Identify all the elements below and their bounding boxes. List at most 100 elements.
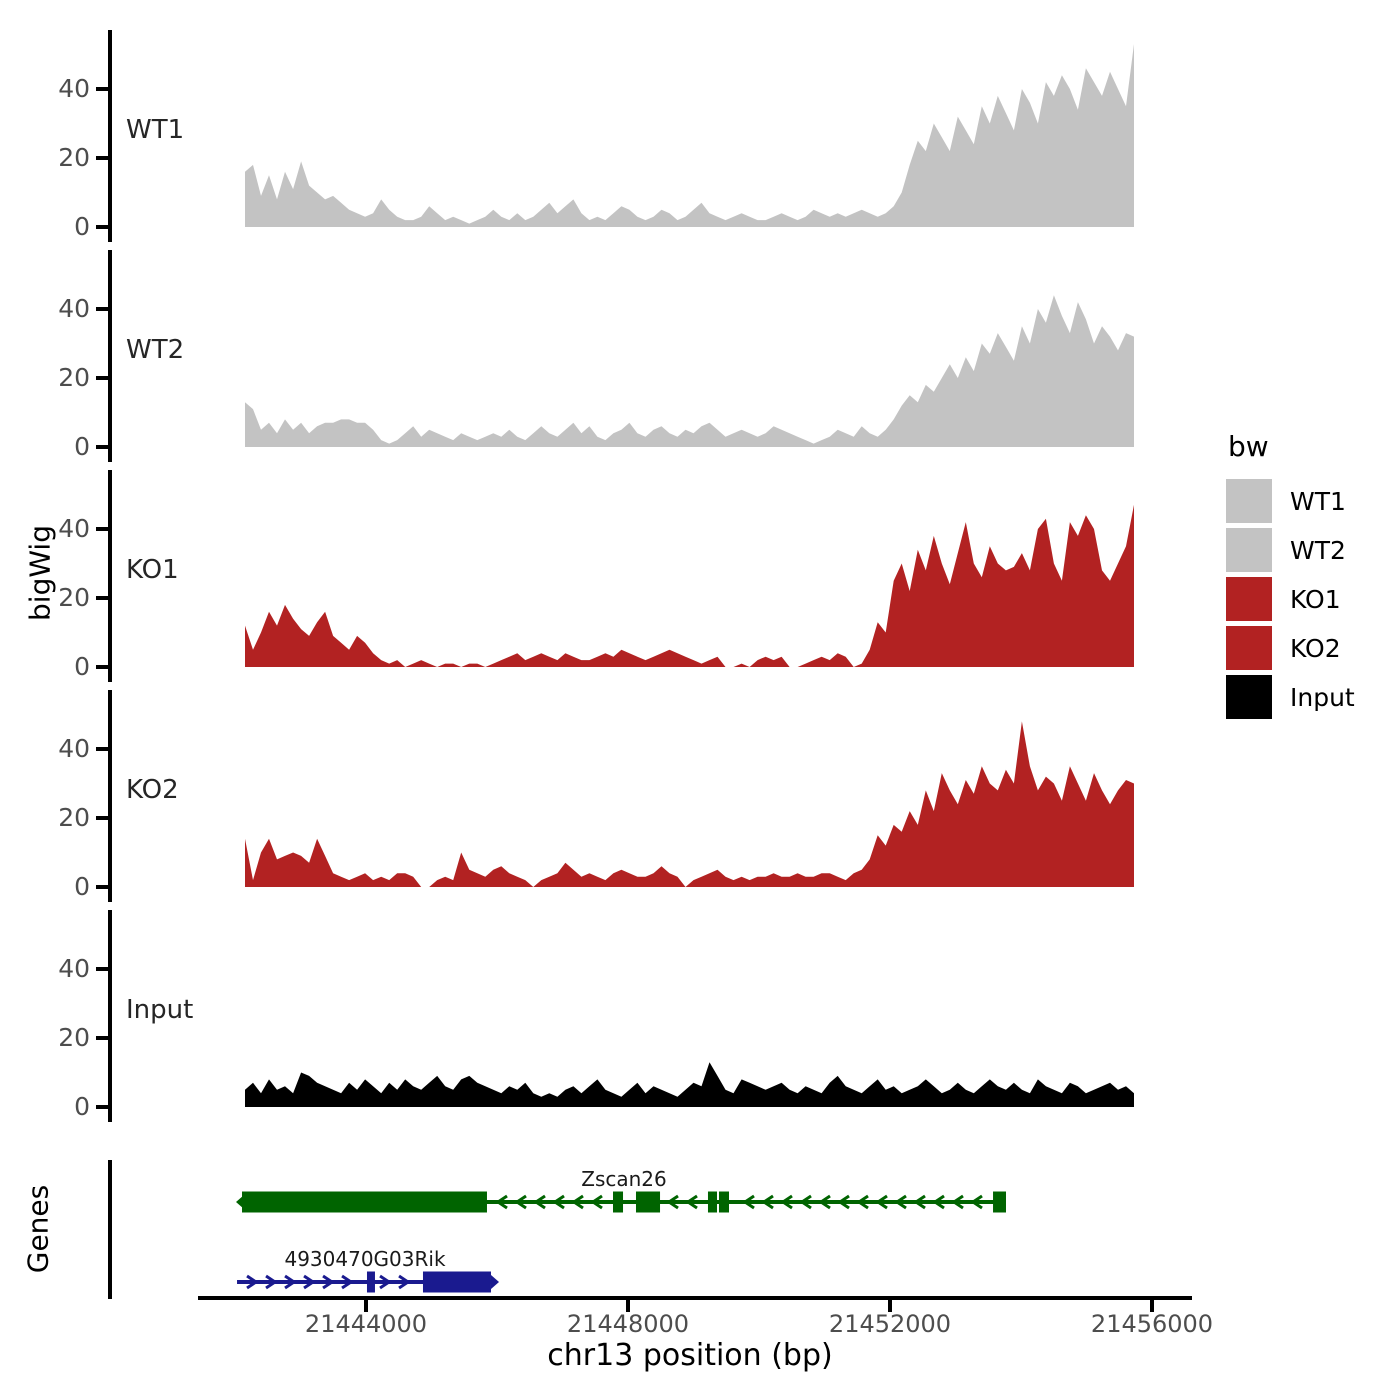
y-tick: [96, 87, 108, 91]
signal-area: [245, 295, 1134, 447]
legend-item-input: Input: [1226, 673, 1355, 722]
y-tick-label: 0: [74, 432, 90, 461]
exon-box: [718, 1191, 730, 1213]
y-tick: [96, 1105, 108, 1109]
strand-arrow-icon: [284, 1274, 297, 1290]
strand-arrow-icon: [799, 1194, 812, 1210]
y-tick: [96, 747, 108, 751]
legend-item-label: WT2: [1290, 536, 1346, 565]
exon-box: [366, 1271, 375, 1293]
genes-y-axis-line: [108, 1160, 112, 1299]
x-axis-line: [198, 1296, 1192, 1300]
y-tick-label: 20: [58, 803, 90, 832]
strand-arrow-icon: [495, 1194, 508, 1210]
track-label: Input: [126, 995, 194, 1025]
y-tick-label: 40: [58, 514, 90, 543]
y-tick-label: 40: [58, 734, 90, 763]
strand-arrow-icon: [837, 1194, 850, 1210]
y-tick: [96, 816, 108, 820]
y-tick-label: 20: [58, 1023, 90, 1052]
track-panel-wt1: 0 20 40 WT1: [0, 30, 1400, 242]
y-axis-line: [108, 910, 112, 1122]
y-axis-line: [108, 250, 112, 462]
exon-box: [635, 1191, 661, 1213]
signal-area: [245, 44, 1134, 227]
x-tick: [1150, 1300, 1154, 1312]
strand-arrow-icon: [932, 1194, 945, 1210]
gene-end-tip: [491, 1275, 500, 1289]
exon-box: [707, 1191, 718, 1213]
legend: bw WT1 WT2 KO1 KO2 Input: [1226, 430, 1355, 722]
y-tick: [96, 225, 108, 229]
y-tick: [96, 885, 108, 889]
track-label: KO2: [126, 775, 179, 805]
track-panel-ko2: 0 20 40 KO2: [0, 690, 1400, 902]
legend-item-wt1: WT1: [1226, 477, 1346, 526]
track-panel-wt2: 0 20 40 WT2: [0, 250, 1400, 462]
signal-area: [245, 504, 1134, 667]
y-tick: [96, 967, 108, 971]
legend-swatch: [1226, 479, 1272, 523]
strand-arrow-icon: [303, 1274, 316, 1290]
y-tick-label: 20: [58, 583, 90, 612]
gene-label: Zscan26: [581, 1167, 667, 1191]
legend-item-ko2: KO2: [1226, 624, 1341, 673]
strand-arrow-icon: [552, 1194, 565, 1210]
signal-area: [245, 721, 1134, 887]
track-panel-ko1: 0 20 40 KO1: [0, 470, 1400, 682]
y-axis-line: [108, 690, 112, 902]
y-axis-line: [108, 470, 112, 682]
y-axis-title-bigwig: bigWig: [23, 525, 57, 621]
strand-arrow-icon: [685, 1194, 698, 1210]
y-tick-label: 0: [74, 212, 90, 241]
track-label: KO1: [126, 555, 179, 585]
y-tick-label: 40: [58, 294, 90, 323]
y-tick-label: 0: [74, 652, 90, 681]
gene-label: 4930470G03Rik: [284, 1247, 445, 1271]
exon-box: [242, 1191, 487, 1213]
y-axis-title-genes: Genes: [21, 1184, 55, 1274]
strand-arrow-icon: [379, 1274, 392, 1290]
exon-box: [613, 1191, 624, 1213]
x-tick: [364, 1300, 368, 1312]
signal-plot-ko2: [245, 721, 1134, 887]
y-tick: [96, 527, 108, 531]
strand-arrow-icon: [533, 1194, 546, 1210]
gene-4930470g03rik: 4930470G03Rik: [237, 1247, 500, 1293]
strand-arrow-icon: [514, 1194, 527, 1210]
signal-plot-wt1: [245, 44, 1134, 227]
x-tick-label: 21456000: [1090, 1310, 1214, 1338]
signal-plot-input: [245, 1062, 1134, 1107]
strand-arrow-icon: [875, 1194, 888, 1210]
y-tick: [96, 1036, 108, 1040]
strand-arrow-icon: [970, 1194, 983, 1210]
exon-box: [422, 1271, 491, 1293]
strand-arrow-icon: [761, 1194, 774, 1210]
strand-arrow-icon: [818, 1194, 831, 1210]
y-tick: [96, 445, 108, 449]
x-tick: [888, 1300, 892, 1312]
legend-item-wt2: WT2: [1226, 526, 1346, 575]
strand-arrow-icon: [265, 1274, 278, 1290]
y-tick-label: 20: [58, 363, 90, 392]
y-tick: [96, 156, 108, 160]
signal-plot-ko1: [245, 504, 1134, 667]
signal-area: [245, 1062, 1134, 1107]
legend-item-ko1: KO1: [1226, 575, 1341, 624]
track-panel-input: 0 20 40 Input: [0, 910, 1400, 1122]
y-tick: [96, 307, 108, 311]
x-tick-label: 21448000: [566, 1310, 690, 1338]
y-tick-label: 40: [58, 954, 90, 983]
track-label: WT2: [126, 335, 185, 365]
legend-swatch: [1226, 675, 1272, 719]
legend-item-label: Input: [1290, 683, 1355, 712]
strand-arrow-icon: [780, 1194, 793, 1210]
legend-swatch: [1226, 626, 1272, 670]
strand-arrow-icon: [913, 1194, 926, 1210]
strand-arrow-icon: [322, 1274, 335, 1290]
y-tick-label: 40: [58, 74, 90, 103]
y-axis-line: [108, 30, 112, 242]
x-tick: [626, 1300, 630, 1312]
x-axis-title: chr13 position (bp): [547, 1338, 833, 1373]
